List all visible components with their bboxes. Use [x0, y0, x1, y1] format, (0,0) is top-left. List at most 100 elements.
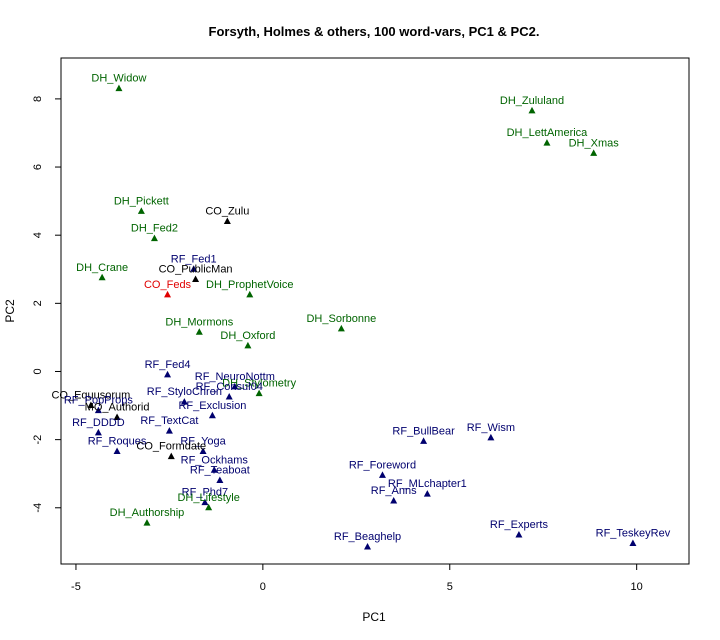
data-point: RF_DDDD	[72, 417, 125, 436]
point-label: RF_Roques	[88, 436, 147, 448]
point-label: RF_BullBear	[392, 425, 455, 437]
data-point: CO_PublicMan	[159, 263, 233, 282]
point-marker	[364, 542, 372, 550]
plot-frame	[60, 57, 690, 565]
point-label: DH_Xmas	[569, 137, 620, 149]
y-tick-label: 2	[32, 300, 44, 306]
point-marker	[378, 471, 386, 478]
point-marker	[98, 273, 106, 281]
point-label: RF_StyloChron	[147, 386, 222, 398]
point-label: CO_Zulu	[205, 206, 249, 218]
y-tick-label: 6	[32, 164, 44, 170]
point-label: DH_LettAmerica	[507, 127, 589, 139]
point-label: DH_Sorbonne	[306, 313, 376, 325]
point-label: DH_Zululand	[500, 95, 564, 107]
x-tick-label: 5	[447, 581, 453, 593]
data-point: RF_Foreword	[349, 459, 416, 478]
point-marker	[390, 496, 398, 504]
y-tick-label: -4	[32, 503, 44, 513]
point-marker	[590, 149, 598, 156]
point-label: DH_Widow	[91, 73, 146, 85]
data-point: DH_Authorship	[110, 507, 184, 526]
x-tick-label: 10	[631, 581, 643, 593]
point-label: RF_Teaboat	[190, 465, 250, 477]
data-point: RF_TeskeyRev	[596, 528, 671, 547]
point-marker	[487, 433, 495, 441]
point-marker	[199, 447, 207, 455]
point-marker	[528, 106, 536, 114]
point-marker	[543, 139, 551, 146]
data-point: CO_Equusorum	[51, 390, 130, 409]
point-label: RF_Fed4	[145, 359, 191, 371]
data-points: DH_Widow DH_Zululand DH_LettAmericaDH_Xmas…	[51, 73, 671, 550]
point-marker	[515, 531, 523, 538]
point-label: CO_Formdate	[136, 441, 206, 453]
point-marker	[223, 217, 231, 225]
point-label: RF_Foreword	[349, 459, 416, 471]
point-label: RF_Consul04	[196, 381, 263, 393]
point-label: RF_Yoga	[180, 436, 226, 448]
point-marker	[164, 370, 172, 378]
point-label: RF_Beaghelp	[334, 531, 401, 543]
point-label: RF_PopProps	[64, 395, 134, 407]
point-marker	[255, 389, 263, 397]
point-marker	[208, 411, 216, 419]
point-marker	[231, 382, 239, 390]
chart-title: Forsyth, Holmes & others, 100 word-vars,…	[209, 24, 540, 39]
point-label: DH_Stylometry	[222, 378, 296, 390]
point-label: RF_Anns	[371, 485, 417, 497]
point-marker	[115, 84, 123, 92]
point-marker	[94, 406, 102, 414]
point-marker	[337, 324, 345, 332]
point-marker	[244, 341, 252, 349]
point-marker	[225, 393, 233, 400]
point-label: RF_Experts	[490, 519, 549, 531]
data-point: CO_Zulu	[205, 206, 249, 225]
data-point: RF_Exclusion	[178, 400, 246, 419]
point-marker	[190, 265, 198, 272]
point-label: RF_NeuroNottm	[195, 371, 275, 383]
data-point: DH_Lifestyle	[177, 492, 240, 511]
point-marker	[167, 452, 175, 460]
point-marker	[165, 427, 173, 434]
data-point: DH_LettAmerica	[507, 127, 589, 146]
axis-ticks: -5 0 5 10 -4 -2 0 2 4 6 8	[32, 96, 643, 593]
y-tick-label: -2	[32, 435, 44, 445]
point-label: RF_TeskeyRev	[596, 528, 671, 540]
point-label: DH_Fed2	[131, 223, 178, 235]
data-point: DH_ProphetVoice	[206, 279, 294, 298]
data-point: DH_Sorbonne	[306, 313, 376, 332]
data-point: RF_Experts	[490, 519, 549, 538]
y-axis-label: PC2	[3, 299, 17, 323]
point-marker	[94, 428, 102, 436]
data-point: DH_Oxford	[220, 330, 275, 349]
point-marker	[180, 398, 188, 405]
data-point: RF_Beaghelp	[334, 531, 401, 550]
y-tick-label: 8	[32, 96, 44, 102]
point-marker	[150, 234, 158, 242]
point-label: DH_Crane	[76, 262, 128, 274]
point-label: DH_Lifestyle	[177, 492, 239, 504]
data-point: RF_Fed4	[145, 359, 191, 378]
data-point: RF_StyloChron	[147, 386, 222, 405]
data-point: DH_Zululand	[500, 95, 564, 114]
point-marker	[113, 413, 121, 420]
data-point: RF_Phd7	[182, 487, 228, 506]
point-label: DH_Oxford	[220, 330, 275, 342]
point-marker	[113, 447, 121, 455]
data-point: RF_TextCat	[140, 415, 198, 434]
point-marker	[216, 476, 224, 484]
point-label: CO_Equusorum	[51, 390, 130, 402]
point-label: CO_PublicMan	[159, 263, 233, 275]
point-label: RF_Wism	[467, 422, 515, 434]
point-marker	[420, 437, 428, 444]
point-marker	[629, 539, 637, 547]
point-marker	[143, 519, 151, 526]
data-point: DH_Pickett	[114, 195, 169, 214]
point-label: RF_Phd7	[182, 487, 228, 499]
point-label: DH_ProphetVoice	[206, 279, 293, 291]
point-label: RF_TextCat	[140, 415, 198, 427]
x-axis-label: PC1	[362, 610, 386, 624]
